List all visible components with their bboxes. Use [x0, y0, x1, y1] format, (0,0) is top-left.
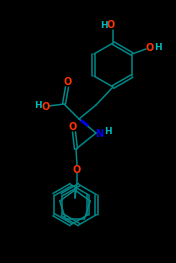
Text: O: O	[73, 165, 81, 175]
Text: O: O	[69, 122, 77, 132]
Text: H: H	[104, 128, 112, 136]
Text: O: O	[42, 102, 50, 112]
Text: O: O	[107, 20, 115, 30]
Text: H: H	[34, 102, 42, 110]
Text: O: O	[146, 43, 154, 53]
Text: N: N	[95, 129, 103, 139]
Text: H: H	[154, 43, 162, 53]
Text: H: H	[100, 22, 108, 31]
Text: O: O	[64, 77, 72, 87]
